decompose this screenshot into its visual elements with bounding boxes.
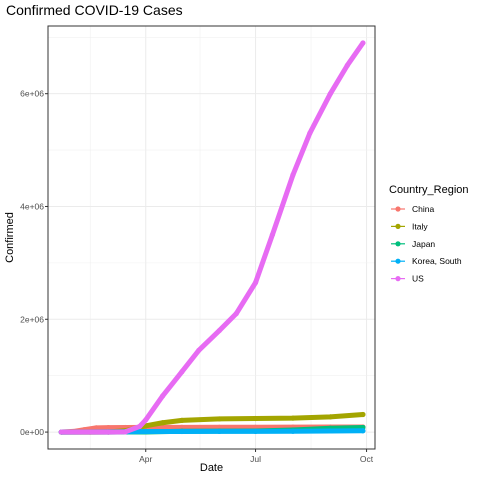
data-point-china [93, 425, 99, 431]
data-point-korea-south [252, 428, 259, 434]
legend-item-japan: Japan [391, 239, 435, 249]
data-point-korea-south [179, 428, 185, 435]
data-point-us [344, 62, 350, 69]
data-point-us [105, 429, 111, 435]
y-tick-label: 0e+00 [20, 427, 44, 437]
data-point-italy [360, 411, 366, 418]
plot-panel [48, 26, 375, 449]
data-point-korea-south [327, 428, 333, 434]
data-point-us [179, 369, 185, 375]
data-point-us [233, 311, 239, 317]
x-tick-label: Apr [139, 454, 152, 464]
legend-item-china: China [391, 204, 434, 214]
legend-key-point [395, 206, 401, 212]
data-point-us [137, 423, 143, 430]
legend-label: Korea, South [412, 256, 462, 266]
data-point-us [122, 429, 128, 435]
data-point-korea-south [216, 428, 222, 435]
data-point-us [143, 417, 149, 423]
legend-key-point [395, 258, 401, 264]
legend-label: US [412, 274, 424, 284]
y-axis-title: Confirmed [4, 212, 16, 263]
data-point-china [179, 424, 185, 430]
data-point-italy [252, 415, 259, 422]
chart-title: Confirmed COVID-19 Cases [6, 2, 183, 18]
data-point-korea-south [360, 428, 366, 434]
data-point-us [58, 429, 64, 435]
legend: Country_Region China Italy Japan Korea, Sou… [389, 184, 469, 284]
data-point-italy [216, 416, 222, 422]
legend-items: China Italy Japan Korea, South US [391, 204, 462, 284]
data-point-us [196, 347, 202, 353]
legend-item-korea-south: Korea, South [391, 256, 462, 266]
legend-key-point [395, 241, 401, 247]
legend-label: China [412, 204, 434, 214]
y-tick-label: 4e+06 [20, 201, 44, 211]
data-point-us [327, 91, 333, 97]
axis-layer: Apr Jul Oct 0e+00 2e+06 4e+06 6e+06 [20, 89, 374, 464]
series-us [58, 40, 366, 435]
legend-label: Italy [412, 221, 428, 231]
legend-item-italy: Italy [391, 221, 428, 231]
data-point-italy [327, 414, 333, 420]
legend-key-point [395, 223, 401, 229]
legend-title: Country_Region [389, 184, 469, 196]
data-point-china [216, 424, 222, 430]
data-point-us [160, 393, 166, 399]
legend-label: Japan [412, 239, 435, 249]
data-point-us [360, 40, 366, 46]
x-tick-label: Oct [360, 454, 374, 464]
legend-key-point [395, 276, 401, 282]
legend-item-us: US [391, 274, 424, 284]
data-point-korea-south [290, 428, 296, 434]
data-point-us [252, 280, 259, 286]
y-tick-label: 6e+06 [20, 89, 44, 99]
data-point-italy [179, 417, 185, 423]
y-tick-label: 2e+06 [20, 314, 44, 324]
plot-border [47, 25, 376, 450]
series-layer [58, 40, 366, 435]
x-tick-label: Jul [250, 454, 261, 464]
x-axis-title: Date [200, 462, 223, 474]
data-point-china [105, 424, 111, 431]
data-point-italy [290, 415, 296, 421]
data-point-us [290, 172, 296, 178]
data-point-italy [160, 420, 166, 426]
data-point-us [216, 327, 222, 334]
data-point-us [269, 232, 276, 238]
data-point-korea-south [143, 428, 149, 435]
data-point-us [307, 130, 313, 136]
